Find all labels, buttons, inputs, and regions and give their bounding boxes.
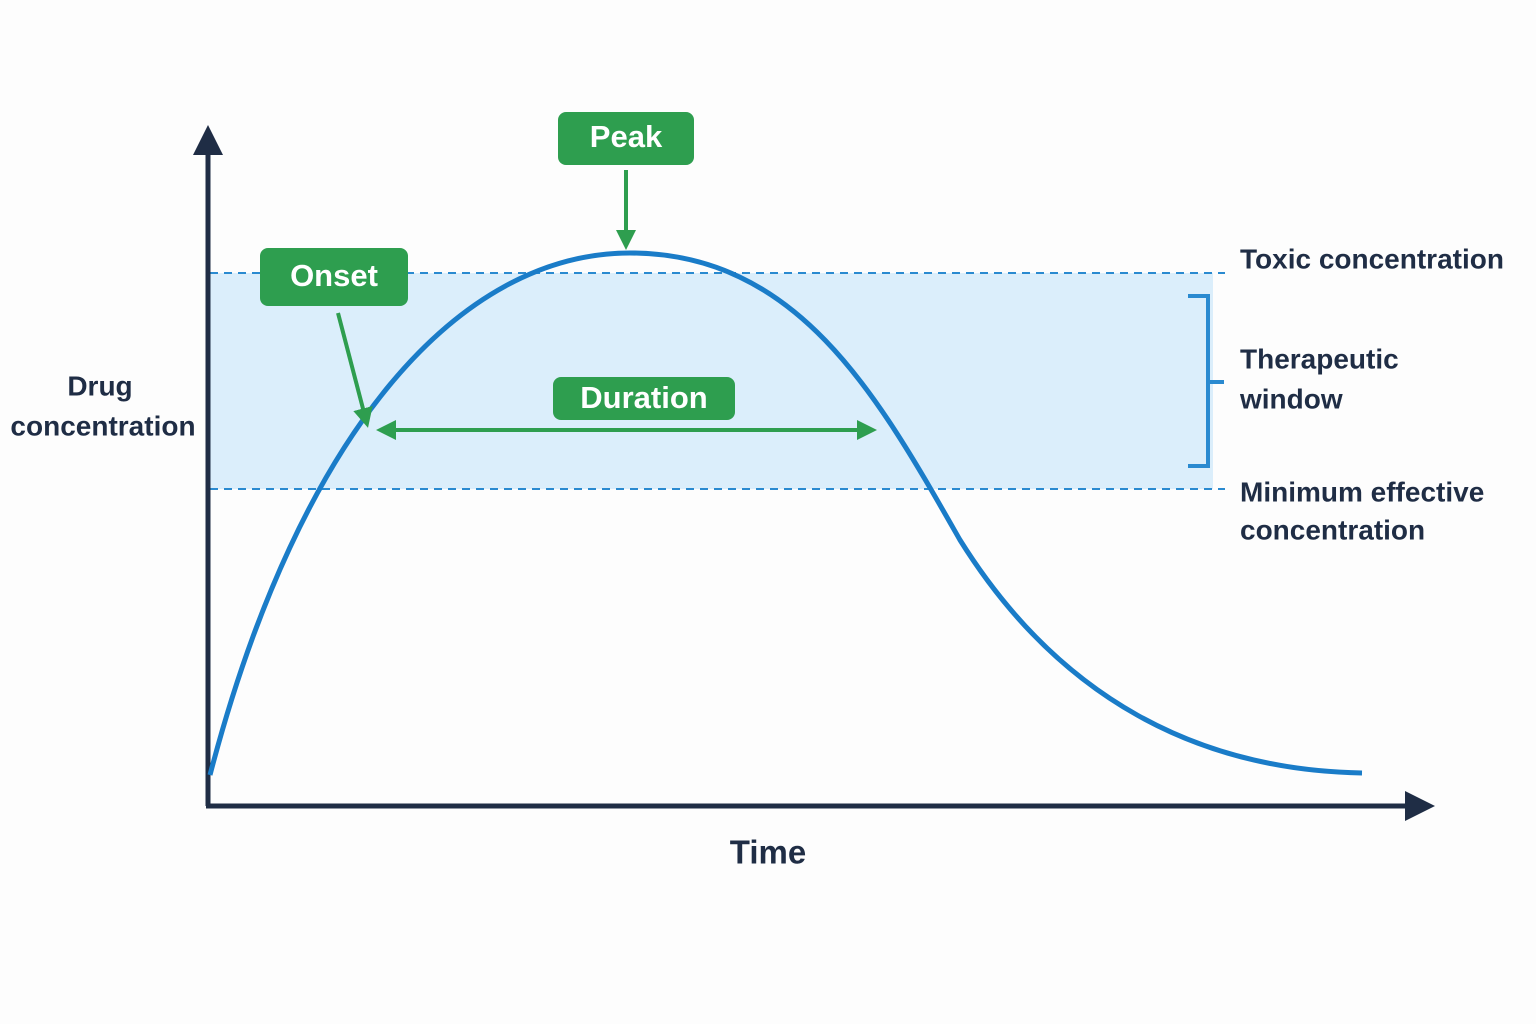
onset-label: Onset [290, 258, 378, 293]
window-bracket [1188, 294, 1224, 468]
x-axis-label: Time [730, 834, 806, 871]
toxic-label: Toxic concentration [1240, 243, 1504, 274]
duration-tag [553, 377, 735, 420]
y-axis-label: Drug [67, 370, 132, 401]
mec-label: Minimum effective [1240, 476, 1484, 507]
peak-tag [558, 112, 694, 165]
window-label: Therapeutic [1240, 343, 1399, 374]
window-label: window [1239, 383, 1343, 414]
mec-label: concentration [1240, 514, 1425, 545]
onset-tag [260, 248, 408, 306]
peak-label: Peak [590, 119, 663, 154]
duration-label: Duration [580, 380, 707, 415]
onset-arrow [336, 312, 373, 428]
y-axis-label: concentration [10, 410, 195, 441]
